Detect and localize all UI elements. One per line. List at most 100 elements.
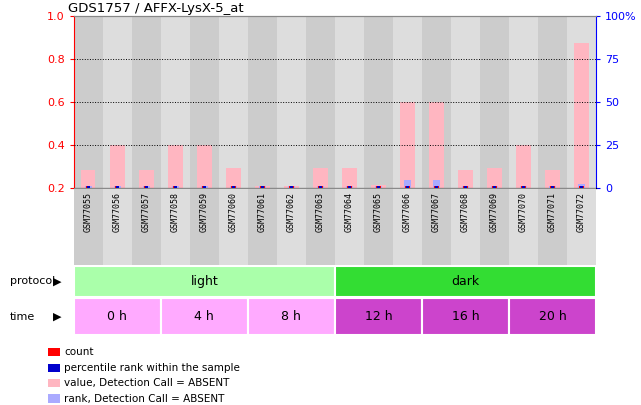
Bar: [110, 145, 124, 188]
FancyBboxPatch shape: [509, 298, 596, 335]
Text: 0 h: 0 h: [107, 310, 127, 324]
Bar: [318, 186, 322, 188]
Bar: [74, 188, 103, 265]
Bar: [567, 16, 596, 188]
Bar: [261, 186, 264, 188]
Bar: [549, 186, 556, 188]
Bar: [313, 168, 328, 188]
Bar: [521, 186, 526, 188]
Text: dark: dark: [451, 275, 479, 288]
Bar: [376, 186, 381, 188]
Bar: [277, 188, 306, 265]
Bar: [509, 188, 538, 265]
FancyBboxPatch shape: [335, 298, 422, 335]
Bar: [492, 186, 497, 188]
Bar: [103, 188, 132, 265]
Bar: [345, 186, 353, 188]
Bar: [578, 184, 585, 188]
Text: 4 h: 4 h: [194, 310, 214, 324]
Bar: [219, 16, 248, 188]
Bar: [551, 186, 554, 188]
Bar: [319, 186, 322, 188]
Text: GDS1757 / AFFX-LysX-5_at: GDS1757 / AFFX-LysX-5_at: [69, 2, 244, 15]
Bar: [364, 188, 393, 265]
Text: count: count: [64, 347, 94, 357]
Bar: [335, 188, 364, 265]
Bar: [115, 186, 119, 188]
Bar: [538, 188, 567, 265]
Bar: [190, 188, 219, 265]
Bar: [480, 16, 509, 188]
Bar: [435, 186, 438, 188]
Text: GSM77063: GSM77063: [316, 192, 325, 232]
Bar: [290, 186, 293, 188]
Bar: [289, 186, 294, 188]
FancyBboxPatch shape: [248, 298, 335, 335]
Text: 12 h: 12 h: [365, 310, 392, 324]
Bar: [172, 186, 179, 188]
Bar: [375, 186, 382, 188]
Bar: [574, 43, 589, 188]
FancyBboxPatch shape: [335, 266, 596, 297]
Bar: [306, 16, 335, 188]
Bar: [364, 16, 393, 188]
FancyBboxPatch shape: [74, 298, 161, 335]
Text: GSM77056: GSM77056: [113, 192, 122, 232]
Bar: [462, 186, 469, 188]
FancyBboxPatch shape: [161, 298, 248, 335]
Bar: [248, 188, 277, 265]
Bar: [277, 16, 306, 188]
Text: GSM77070: GSM77070: [519, 192, 528, 232]
Bar: [85, 186, 92, 188]
Bar: [347, 186, 352, 188]
Text: GSM77060: GSM77060: [229, 192, 238, 232]
Bar: [161, 188, 190, 265]
Bar: [203, 186, 206, 188]
Bar: [161, 16, 190, 188]
Bar: [229, 186, 237, 188]
Bar: [487, 168, 502, 188]
Bar: [579, 186, 584, 188]
Bar: [248, 16, 277, 188]
Bar: [516, 145, 531, 188]
Bar: [406, 186, 409, 188]
Bar: [377, 186, 380, 188]
Bar: [551, 186, 554, 188]
Text: GSM77067: GSM77067: [432, 192, 441, 232]
Bar: [393, 188, 422, 265]
Bar: [260, 186, 265, 188]
Text: ▶: ▶: [53, 312, 62, 322]
Bar: [580, 186, 583, 188]
Bar: [451, 188, 480, 265]
Bar: [435, 186, 438, 188]
Text: ▶: ▶: [53, 277, 62, 286]
Bar: [463, 186, 468, 188]
Bar: [405, 186, 410, 188]
Bar: [567, 188, 596, 265]
Text: percentile rank within the sample: percentile rank within the sample: [64, 363, 240, 373]
Bar: [458, 170, 473, 188]
Bar: [288, 186, 295, 188]
Text: GSM77059: GSM77059: [200, 192, 209, 232]
FancyBboxPatch shape: [74, 266, 335, 297]
Bar: [219, 188, 248, 265]
Text: GSM77064: GSM77064: [345, 192, 354, 232]
Text: 8 h: 8 h: [281, 310, 301, 324]
Bar: [132, 16, 161, 188]
Bar: [197, 145, 212, 188]
Text: light: light: [190, 275, 218, 288]
Bar: [145, 186, 147, 188]
Text: GSM77069: GSM77069: [490, 192, 499, 232]
Text: GSM77071: GSM77071: [548, 192, 557, 232]
Text: protocol: protocol: [10, 277, 55, 286]
Text: GSM77055: GSM77055: [84, 192, 93, 232]
Text: rank, Detection Call = ABSENT: rank, Detection Call = ABSENT: [64, 394, 224, 403]
Text: GSM77058: GSM77058: [171, 192, 179, 232]
Bar: [259, 186, 266, 188]
FancyBboxPatch shape: [422, 298, 509, 335]
Bar: [201, 186, 208, 188]
Bar: [144, 186, 149, 188]
Bar: [87, 186, 90, 188]
Text: GSM77068: GSM77068: [461, 192, 470, 232]
Bar: [139, 170, 154, 188]
